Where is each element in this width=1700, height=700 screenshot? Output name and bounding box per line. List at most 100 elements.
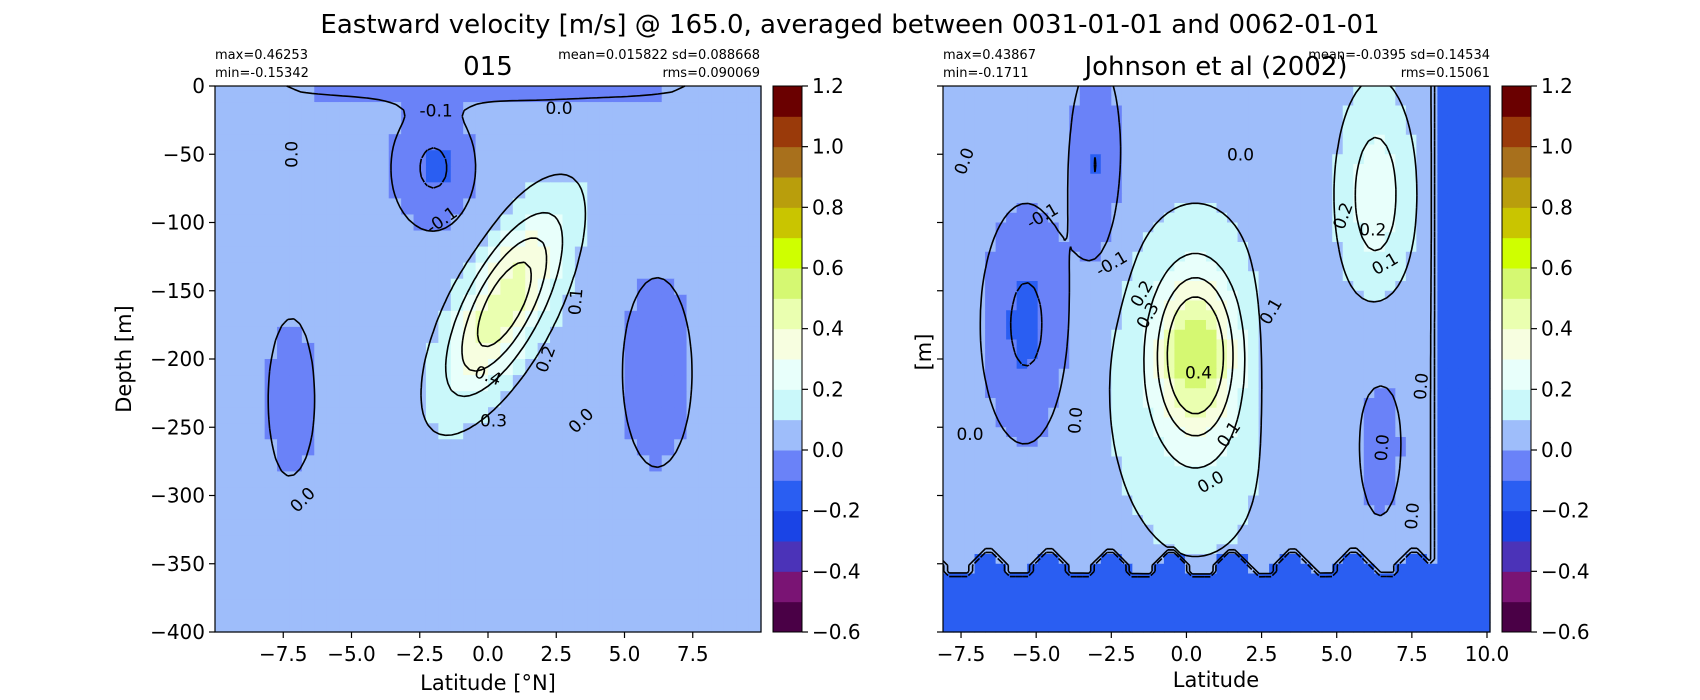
field-cell (1142, 495, 1154, 506)
field-cell (1269, 388, 1281, 399)
field-cell (252, 439, 266, 456)
field-cell (1205, 485, 1218, 497)
field-cell (1174, 573, 1186, 584)
contour-label-text: 0.0 (1411, 372, 1433, 401)
field-cell (636, 359, 650, 376)
field-cell (1121, 456, 1133, 467)
colorbar-band (773, 541, 802, 572)
field-cell (723, 567, 737, 585)
field-cell (674, 118, 688, 135)
field-cell (1227, 193, 1239, 204)
field-cell (1100, 203, 1112, 214)
field-cell (1426, 329, 1438, 341)
field-cell (363, 503, 377, 521)
field-cell (1227, 378, 1239, 389)
field-cell (599, 102, 613, 119)
field-cell (1184, 544, 1197, 555)
field-cell (1090, 446, 1102, 458)
field-cell (674, 166, 688, 183)
field-cell (1248, 602, 1260, 614)
field-cell (1216, 115, 1228, 126)
field-cell (1290, 95, 1302, 107)
field-cell (649, 342, 663, 360)
field-cell (574, 102, 588, 119)
field-cell (636, 198, 650, 216)
field-cell (1311, 232, 1323, 243)
field-cell (1458, 271, 1470, 282)
field-cell (1311, 456, 1323, 467)
field-cell (1205, 388, 1218, 399)
field-cell (1321, 95, 1333, 107)
field-cell (1037, 407, 1049, 419)
field-cell (1279, 134, 1291, 146)
field-cell (500, 535, 514, 553)
field-cell (995, 476, 1007, 487)
field-cell (1279, 339, 1291, 350)
field-cell (1416, 86, 1428, 97)
field-cell (363, 407, 377, 424)
x-tick-label: −7.5 (937, 642, 986, 666)
field-cell (953, 544, 965, 555)
field-cell (1027, 476, 1039, 487)
field-cell (1069, 602, 1081, 614)
field-cell (1300, 251, 1312, 263)
contour-label-text: 0.1 (565, 287, 587, 316)
field-cell (550, 439, 564, 456)
field-cell (239, 519, 253, 537)
field-cell (1037, 544, 1049, 555)
field-cell (314, 599, 328, 617)
field-cell (227, 519, 241, 537)
field-cell (1121, 105, 1133, 116)
field-cell (1300, 242, 1312, 253)
field-cell (985, 261, 997, 272)
field-cell (736, 487, 750, 505)
field-cell (711, 391, 725, 408)
field-cell (463, 551, 477, 569)
field-cell (1395, 485, 1407, 497)
field-cell (537, 230, 551, 248)
field-cell (1163, 320, 1176, 331)
field-cell (1395, 349, 1407, 360)
field-cell (289, 423, 303, 440)
field-cell (413, 551, 427, 569)
field-cell (1269, 222, 1281, 233)
field-cell (277, 455, 291, 473)
field-cell (1132, 300, 1144, 311)
field-cell (376, 198, 390, 216)
field-cell (1395, 593, 1407, 604)
field-cell (985, 329, 997, 341)
field-cell (289, 278, 303, 296)
field-cell (1132, 173, 1144, 185)
field-cell (537, 262, 551, 280)
field-cell (1269, 271, 1281, 282)
field-cell (1153, 524, 1165, 536)
field-cell (1311, 281, 1323, 292)
field-cell (1395, 271, 1407, 282)
field-cell (1142, 193, 1154, 204)
field-cell (525, 455, 539, 473)
field-cell (612, 551, 626, 569)
field-cell (252, 519, 266, 537)
field-cell (649, 407, 663, 424)
field-cell (1416, 593, 1428, 604)
field-cell (1458, 290, 1470, 302)
field-cell (953, 144, 965, 155)
field-cell (1132, 281, 1144, 292)
field-cell (964, 359, 976, 370)
field-cell (1248, 476, 1260, 487)
field-cell (388, 407, 402, 424)
field-cell (1279, 622, 1291, 633)
field-cell (698, 198, 712, 216)
field-cell (289, 535, 303, 553)
field-cell (413, 583, 427, 601)
field-cell (1132, 95, 1144, 107)
field-cell (475, 439, 489, 456)
field-cell (1121, 251, 1133, 263)
field-cell (985, 505, 997, 516)
field-cell (388, 294, 402, 312)
field-cell (1384, 476, 1396, 487)
field-cell (351, 246, 365, 264)
field-cell (438, 455, 452, 473)
field-cell (723, 102, 737, 119)
field-cell (339, 375, 353, 392)
